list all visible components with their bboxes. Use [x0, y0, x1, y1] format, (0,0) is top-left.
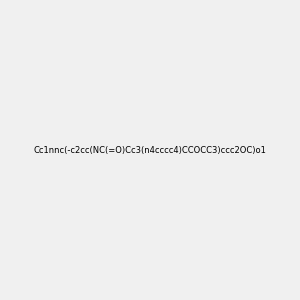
Text: Cc1nnc(-c2cc(NC(=O)Cc3(n4cccc4)CCOCC3)ccc2OC)o1: Cc1nnc(-c2cc(NC(=O)Cc3(n4cccc4)CCOCC3)cc… — [34, 146, 266, 154]
